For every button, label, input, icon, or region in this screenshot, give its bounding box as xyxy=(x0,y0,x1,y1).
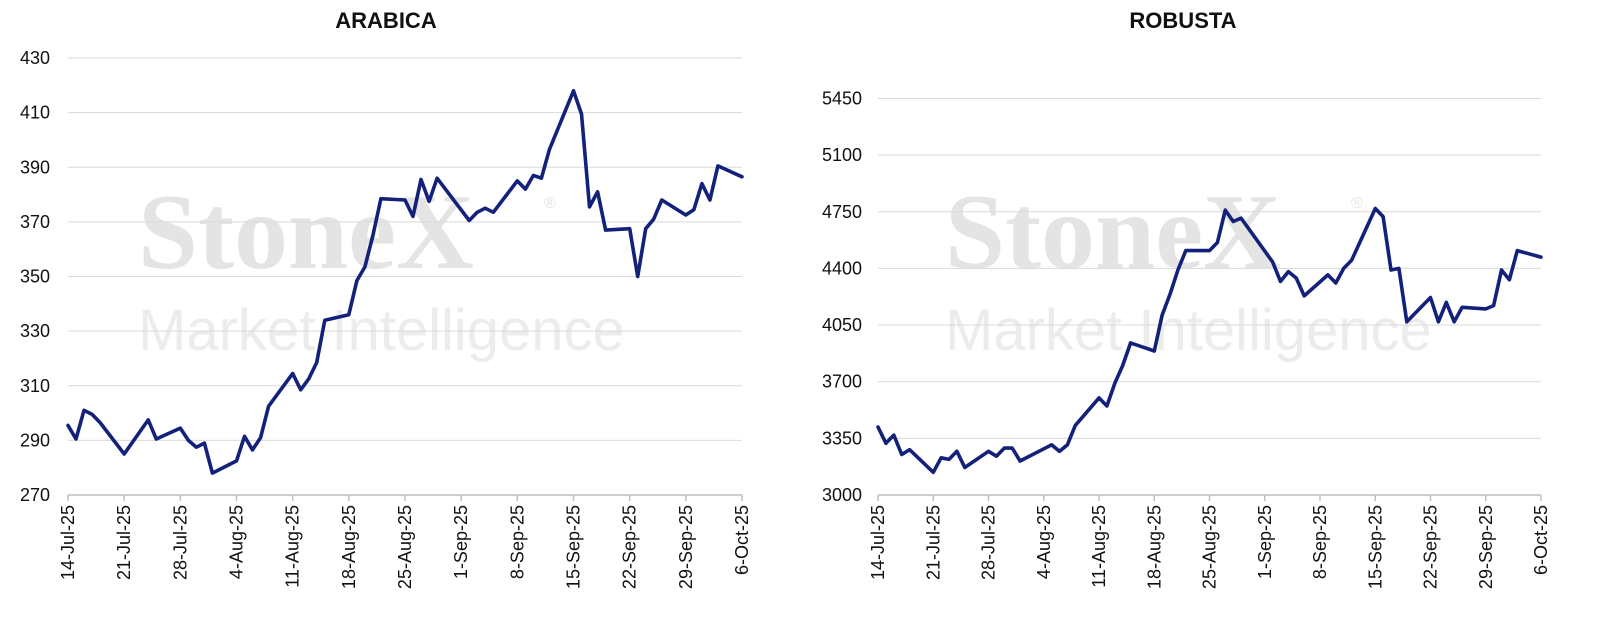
robusta-x-tick-label: 11-Aug-25 xyxy=(1089,505,1109,588)
arabica-x-tick-label: 14-Jul-25 xyxy=(58,505,78,580)
robusta-chart-title: ROBUSTA xyxy=(1129,8,1236,33)
arabica-y-tick-label: 310 xyxy=(20,376,50,396)
arabica-chart: ARABICA StoneX ® Market Intelligence 270… xyxy=(20,8,752,589)
robusta-price-line xyxy=(876,206,1543,475)
arabica-x-tick-label: 22-Sep-25 xyxy=(620,505,640,589)
arabica-x-tick-label: 15-Sep-25 xyxy=(564,505,584,589)
robusta-series xyxy=(876,206,1543,475)
arabica-y-tick-label: 430 xyxy=(20,48,50,68)
arabica-x-tick-label: 28-Jul-25 xyxy=(170,505,190,580)
arabica-x-tick-label: 21-Jul-25 xyxy=(114,505,134,580)
robusta-y-tick-label: 4050 xyxy=(822,315,862,335)
robusta-x-tick-label: 22-Sep-25 xyxy=(1421,505,1441,589)
robusta-y-tick-label: 3350 xyxy=(822,428,862,448)
robusta-x-tick-label: 18-Aug-25 xyxy=(1144,505,1164,589)
arabica-x-tick-label: 11-Aug-25 xyxy=(283,505,303,588)
arabica-x-tick-label: 1-Sep-25 xyxy=(451,505,471,579)
arabica-x-axis: 14-Jul-25 21-Jul-25 28-Jul-25 4-Aug-25 11-Au… xyxy=(58,494,752,589)
arabica-x-tick-label: 25-Aug-25 xyxy=(395,505,415,589)
robusta-x-tick-label: 6-Oct-25 xyxy=(1531,505,1551,575)
arabica-x-tick-label: 8-Sep-25 xyxy=(507,505,527,579)
robusta-y-tick-label: 4750 xyxy=(822,202,862,222)
watermark-tagline: Market Intelligence xyxy=(945,298,1432,363)
watermark-tagline: Market Intelligence xyxy=(138,298,625,363)
arabica-gridlines xyxy=(68,57,742,441)
arabica-y-tick-label: 410 xyxy=(20,103,50,123)
watermark-registered-mark: ® xyxy=(544,195,556,212)
arabica-chart-title: ARABICA xyxy=(335,8,437,33)
robusta-y-tick-label: 3700 xyxy=(822,372,862,392)
robusta-y-tick-label: 5100 xyxy=(822,145,862,165)
arabica-y-tick-label: 270 xyxy=(20,485,50,505)
arabica-series xyxy=(66,89,744,475)
arabica-x-tick-label: 6-Oct-25 xyxy=(732,505,752,575)
robusta-x-tick-label: 28-Jul-25 xyxy=(979,505,999,580)
robusta-y-tick-label: 5450 xyxy=(822,88,862,108)
robusta-x-tick-label: 25-Aug-25 xyxy=(1200,505,1220,589)
robusta-y-tick-label: 3000 xyxy=(822,485,862,505)
robusta-x-tick-label: 14-Jul-25 xyxy=(868,505,888,580)
watermark-brand: StoneX xyxy=(945,173,1281,292)
arabica-x-tick-label: 18-Aug-25 xyxy=(339,505,359,589)
watermark-registered-mark: ® xyxy=(1351,195,1363,212)
robusta-x-tick-label: 1-Sep-25 xyxy=(1255,505,1275,579)
arabica-x-tick-label: 4-Aug-25 xyxy=(227,505,247,579)
arabica-price-line xyxy=(66,89,744,475)
robusta-x-tick-label: 29-Sep-25 xyxy=(1476,505,1496,589)
arabica-x-tick-label: 29-Sep-25 xyxy=(676,505,696,589)
robusta-watermark: StoneX ® Market Intelligence xyxy=(945,173,1432,363)
arabica-y-tick-label: 290 xyxy=(20,430,50,450)
arabica-y-axis: 270 290 310 330 350 370 390 410 430 xyxy=(20,48,50,505)
robusta-x-tick-label: 8-Sep-25 xyxy=(1310,505,1330,579)
arabica-y-tick-label: 370 xyxy=(20,212,50,232)
robusta-x-tick-label: 15-Sep-25 xyxy=(1365,505,1385,589)
arabica-y-tick-label: 330 xyxy=(20,321,50,341)
robusta-chart: ROBUSTA StoneX ® Market Intelligence 300… xyxy=(822,8,1551,589)
arabica-y-tick-label: 390 xyxy=(20,157,50,177)
arabica-y-tick-label: 350 xyxy=(20,267,50,287)
robusta-y-tick-label: 4400 xyxy=(822,258,862,278)
robusta-y-axis: 3000 3350 3700 4050 4400 4750 5100 5450 xyxy=(822,88,862,505)
robusta-x-tick-label: 4-Aug-25 xyxy=(1034,505,1054,579)
robusta-x-tick-label: 21-Jul-25 xyxy=(923,505,943,580)
robusta-gridlines xyxy=(878,97,1541,439)
robusta-x-axis: 14-Jul-25 21-Jul-25 28-Jul-25 4-Aug-25 11-Au… xyxy=(868,494,1551,589)
